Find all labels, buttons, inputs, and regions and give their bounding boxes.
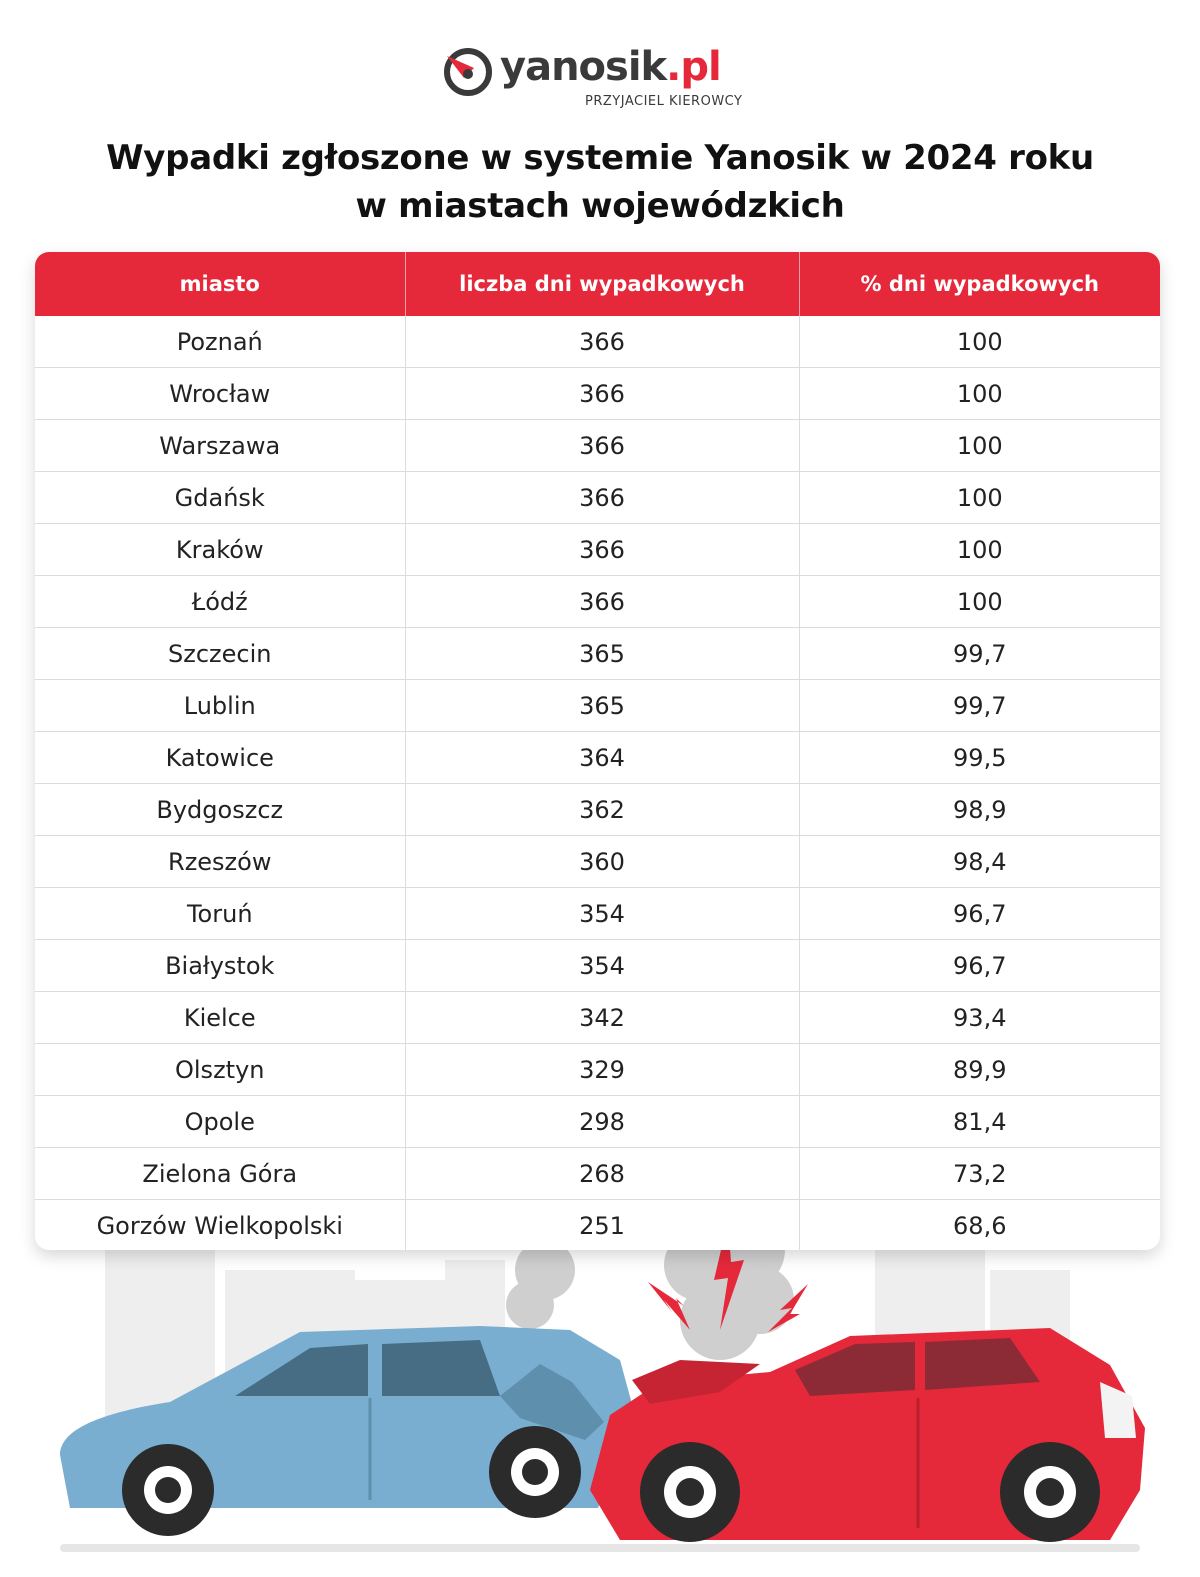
cell-accident-days-percent: 93,4	[798, 991, 1160, 1044]
cell-accident-days: 366	[404, 419, 799, 472]
cell-accident-days: 268	[404, 1147, 799, 1200]
cell-accident-days-percent: 96,7	[798, 939, 1160, 992]
column-header-accident-days: liczba dni wypadkowych	[404, 252, 799, 316]
road-shadow	[60, 1544, 1140, 1552]
table-row: Poznań 366 100	[35, 316, 1160, 368]
accident-days-table: miasto liczba dni wypadkowych % dni wypa…	[35, 252, 1160, 1250]
cell-accident-days-percent: 89,9	[798, 1043, 1160, 1096]
page-title-line-1: Wypadki zgłoszone w systemie Yanosik w 2…	[106, 138, 1094, 178]
column-header-city: miasto	[35, 252, 405, 316]
cell-city: Białystok	[35, 939, 405, 992]
crash-spark-icons	[648, 1220, 808, 1332]
cell-accident-days-percent: 99,5	[798, 731, 1160, 784]
table-header-row: miasto liczba dni wypadkowych % dni wypa…	[35, 252, 1160, 316]
cell-accident-days: 364	[404, 731, 799, 784]
cell-accident-days-percent: 99,7	[798, 627, 1160, 680]
cell-accident-days: 366	[404, 523, 799, 576]
cell-city: Zielona Góra	[35, 1147, 405, 1200]
cell-city: Poznań	[176, 327, 263, 356]
page-title: Wypadki zgłoszone w systemie Yanosik w 2…	[0, 134, 1200, 230]
cell-city: Rzeszów	[35, 835, 405, 888]
cell-city: Olsztyn	[35, 1043, 405, 1096]
cell-city: Kraków	[35, 523, 405, 576]
cell-accident-days-percent: 98,4	[798, 835, 1160, 888]
table-row: Rzeszów 360 98,4	[35, 835, 1160, 888]
cell-accident-days: 342	[404, 991, 799, 1044]
cell-accident-days: 366	[404, 316, 799, 368]
table-row: Kraków 366 100	[35, 523, 1160, 576]
cell-accident-days: 329	[404, 1043, 799, 1096]
cell-accident-days: 365	[404, 627, 799, 680]
car-crash-illustration	[60, 1160, 1145, 1552]
table-row: Gdańsk 366 100	[35, 471, 1160, 524]
table-row: Warszawa 366 100	[35, 419, 1160, 472]
cell-accident-days: 365	[404, 679, 799, 732]
table-row: Katowice 364 99,5	[35, 731, 1160, 784]
cell-city: Katowice	[35, 731, 405, 784]
cell-city: Warszawa	[35, 419, 405, 472]
brand-logo: yanosik.pl PRZYJACIEL KIEROWCY	[440, 44, 760, 112]
cell-accident-days-percent: 100	[798, 523, 1160, 576]
cell-accident-days: 360	[404, 835, 799, 888]
cell-city: Łódź	[35, 575, 405, 628]
cell-accident-days-percent: 100	[798, 419, 1160, 472]
page-title-line-2: w miastach wojewódzkich	[355, 186, 845, 226]
cell-accident-days-percent: 96,7	[798, 887, 1160, 940]
table-row: Szczecin 365 99,7	[35, 627, 1160, 680]
cell-city: Szczecin	[35, 627, 405, 680]
cell-city: Toruń	[35, 887, 405, 940]
blue-car	[60, 1326, 635, 1536]
cell-accident-days: 298	[404, 1095, 799, 1148]
cell-city: Lublin	[35, 679, 405, 732]
cell-accident-days-percent: 100	[798, 575, 1160, 628]
cell-city: Gorzów Wielkopolski	[35, 1199, 405, 1250]
cell-accident-days: 354	[404, 939, 799, 992]
cell-accident-days-percent: 98,9	[798, 783, 1160, 836]
table-row: Kielce 342 93,4	[35, 991, 1160, 1044]
cell-city: Gdańsk	[35, 471, 405, 524]
cell-accident-days-percent: 99,7	[798, 679, 1160, 732]
cell-accident-days: 362	[404, 783, 799, 836]
cell-accident-days-percent: 100	[798, 367, 1160, 420]
logo-wordmark: yanosik.pl	[500, 44, 722, 90]
table-row: Łódź 366 100	[35, 575, 1160, 628]
column-header-accident-days-percent: % dni wypadkowych	[798, 252, 1160, 316]
cell-accident-days-percent: 81,4	[798, 1095, 1160, 1148]
yanosik-logo-icon	[444, 48, 492, 96]
table-row: Opole 298 81,4	[35, 1095, 1160, 1148]
cell-city: Kielce	[35, 991, 405, 1044]
table-row: Białystok 354 96,7	[35, 939, 1160, 992]
table-row: Wrocław 366 100	[35, 367, 1160, 420]
cell-city: Opole	[35, 1095, 405, 1148]
cell-accident-days: 354	[404, 887, 799, 940]
cell-accident-days: 366	[404, 575, 799, 628]
cell-accident-days: 366	[404, 471, 799, 524]
table-row: Bydgoszcz 362 98,9	[35, 783, 1160, 836]
table-row: Gorzów Wielkopolski 251 68,6	[35, 1199, 1160, 1250]
cell-accident-days-percent: 100	[798, 471, 1160, 524]
cell-accident-days: 251	[404, 1199, 799, 1250]
logo-tagline: PRZYJACIEL KIEROWCY	[585, 94, 743, 109]
cell-city: Wrocław	[35, 367, 405, 420]
table-row: Olsztyn 329 89,9	[35, 1043, 1160, 1096]
cell-accident-days-percent: 68,6	[798, 1199, 1160, 1250]
red-car	[590, 1328, 1145, 1542]
cell-accident-days: 366	[404, 367, 799, 420]
table-row: Zielona Góra 268 73,2	[35, 1147, 1160, 1200]
cell-accident-days-percent: 73,2	[798, 1147, 1160, 1200]
cell-city: Bydgoszcz	[35, 783, 405, 836]
table-row: Lublin 365 99,7	[35, 679, 1160, 732]
table-row: Toruń 354 96,7	[35, 887, 1160, 940]
cell-accident-days-percent: 100	[798, 316, 1160, 368]
